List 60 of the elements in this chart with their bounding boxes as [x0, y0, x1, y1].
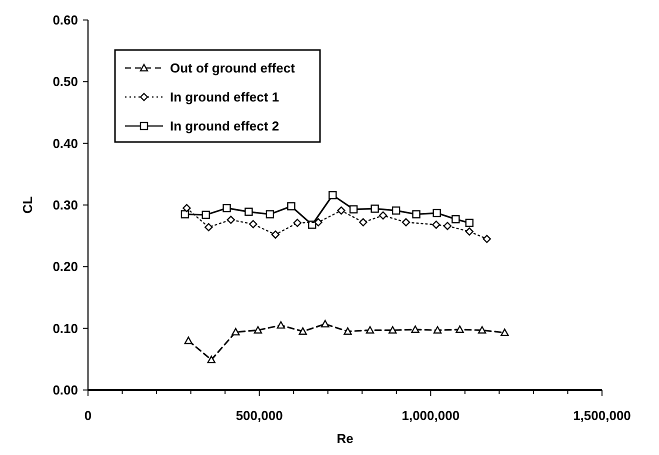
point	[388, 326, 397, 334]
legend-label: In ground effect 2	[170, 118, 280, 134]
point	[349, 205, 358, 214]
point	[478, 326, 486, 334]
legend-label: Out of ground effect	[170, 60, 296, 76]
y-tick-label: 0.20	[52, 259, 78, 274]
point	[433, 326, 442, 334]
point	[378, 211, 388, 220]
point	[222, 204, 231, 212]
point	[180, 210, 190, 218]
point	[226, 216, 235, 224]
point	[204, 223, 213, 232]
point	[293, 218, 302, 227]
y-tick-label: 0.00	[52, 382, 78, 398]
point	[271, 230, 280, 239]
point	[482, 234, 491, 244]
point	[232, 328, 240, 336]
point	[207, 356, 216, 364]
point	[184, 336, 192, 344]
point	[370, 204, 379, 213]
y-tick-label: 0.50	[52, 74, 78, 90]
point	[276, 321, 286, 329]
y-axis-title: CL	[20, 196, 35, 214]
point	[344, 327, 352, 335]
point	[244, 208, 253, 216]
y-tick-label: 0.40	[52, 136, 78, 151]
point	[314, 218, 322, 226]
point	[392, 206, 400, 215]
point	[500, 328, 509, 336]
point	[249, 220, 258, 228]
point	[182, 204, 191, 212]
legend-label: In ground effect 1	[170, 90, 280, 105]
point	[254, 326, 262, 334]
point	[337, 206, 346, 215]
point	[366, 326, 374, 334]
point	[432, 208, 441, 218]
x-tick-label: 1,500,000	[573, 408, 631, 423]
point	[465, 227, 474, 236]
point	[402, 218, 410, 226]
x-axis-title: Re	[336, 431, 354, 446]
point	[359, 218, 368, 226]
point	[412, 210, 420, 218]
point	[411, 325, 420, 333]
point	[465, 218, 474, 227]
point	[452, 215, 460, 224]
y-tick-label: 0.60	[52, 12, 78, 28]
point	[266, 210, 274, 218]
y-tick-label: 0.10	[52, 320, 78, 336]
point	[287, 202, 296, 210]
x-tick-label: 0	[84, 408, 92, 423]
y-tick-label: 0.30	[52, 198, 78, 213]
point	[432, 220, 440, 229]
point	[328, 191, 337, 200]
point	[443, 222, 452, 230]
x-tick-label: 1,000,000	[402, 408, 460, 423]
point	[298, 327, 307, 335]
x-tick-label: 500,000	[236, 408, 283, 423]
point	[202, 210, 210, 219]
point	[456, 325, 464, 333]
point	[321, 320, 330, 328]
